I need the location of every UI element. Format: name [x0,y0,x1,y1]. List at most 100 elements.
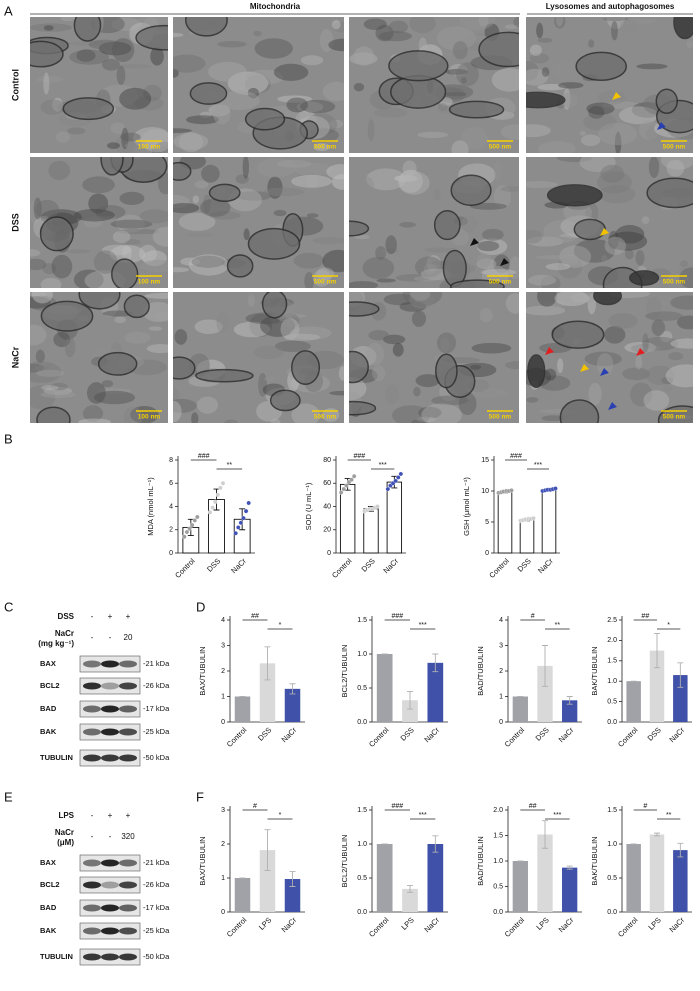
y-tick-label: 0.0 [357,719,367,726]
data-point [195,514,200,520]
texture-blob [440,337,450,353]
arrow [600,228,609,236]
blot-band [83,705,101,713]
arrow [608,402,617,410]
texture-blob [242,157,249,179]
texture-blob [191,255,225,268]
significance-label: ### [198,453,210,460]
texture-blob [480,268,517,276]
significance-label: *** [419,622,427,629]
organelle [349,350,369,384]
y-tick-label: 1.5 [607,807,617,814]
texture-blob [378,31,412,42]
error-bar [289,683,296,695]
texture-blob [253,345,284,359]
organelle [573,218,606,241]
size-label: -21 kDa [143,659,170,668]
organelle [173,161,192,181]
bar [284,688,301,722]
texture-blob [452,35,491,43]
texture-blob [332,22,344,33]
organelle [189,82,228,105]
texture-blob [615,225,645,244]
texture-blob [416,416,436,423]
data-point [531,516,536,521]
texture-blob [67,127,86,135]
texture-blob [533,384,555,401]
texture-blob [375,246,387,260]
x-tick-label: DSS [256,725,273,742]
texture-blob [651,319,666,336]
organelle [629,270,660,286]
texture-blob [426,255,442,272]
texture-blob [559,245,592,268]
y-tick-label: 0 [169,550,173,557]
texture-blob [491,68,519,92]
texture-blob [82,405,104,422]
texture-blob [601,254,608,263]
column-header: Lysosomes and autophagosomes [546,2,675,11]
y-tick-label: 0 [499,719,503,726]
treatment-label: NaCr [55,828,74,837]
texture-blob [30,361,62,383]
micrograph: 500 nm [526,157,693,288]
texture-blob [526,60,539,82]
texture-blob [109,244,146,264]
bar [284,879,301,912]
organelle [247,227,301,260]
organelle [36,406,71,423]
texture-blob [35,199,60,220]
y-tick-label: 0.5 [607,698,617,705]
data-point [375,504,380,509]
protein-label: BAK [40,926,57,935]
texture-blob [107,142,120,149]
blot-band [101,927,119,935]
x-tick-label: Control [225,725,249,749]
texture-blob [173,54,206,73]
size-label: -17 kDa [143,903,170,912]
texture-blob [122,245,132,263]
texture-blob [579,157,616,173]
texture-blob [120,132,141,142]
texture-blob [563,202,593,223]
blot-band [119,927,137,935]
panel-label: F [196,789,204,804]
texture-blob [663,385,673,392]
y-tick-label: 20 [323,527,331,534]
texture-blob [383,248,399,254]
size-label: -25 kDa [143,926,170,935]
texture-blob [417,131,449,139]
texture-blob [173,388,180,401]
texture-blob [41,385,59,391]
arrow [580,364,589,372]
scale-bar-label: 500 nm [314,279,337,286]
x-tick-label: LPS [534,915,550,931]
texture-blob [622,367,650,381]
texture-blob [90,215,118,220]
scale-bar-label: 500 nm [663,144,686,151]
texture-blob [372,365,386,382]
texture-blob [588,39,595,48]
texture-blob [110,122,126,134]
texture-blob [83,217,103,228]
texture-blob [554,292,589,307]
treatment-level: + [108,811,113,820]
texture-blob [249,313,273,338]
texture-blob [624,342,657,354]
significance-label: ** [666,812,672,819]
texture-blob [449,63,468,76]
texture-blob [119,87,152,110]
protein-label: BAD [40,903,57,912]
texture-blob [541,415,565,422]
texture-blob [124,141,149,150]
texture-blob [660,157,693,170]
texture-blob [365,168,407,191]
texture-blob [138,244,157,263]
blot-strip [79,677,141,695]
blot-band [119,859,137,867]
texture-blob [294,162,333,177]
significance-label: * [279,812,282,819]
texture-blob [111,17,142,32]
organelle [123,294,150,319]
data-point [220,480,226,486]
